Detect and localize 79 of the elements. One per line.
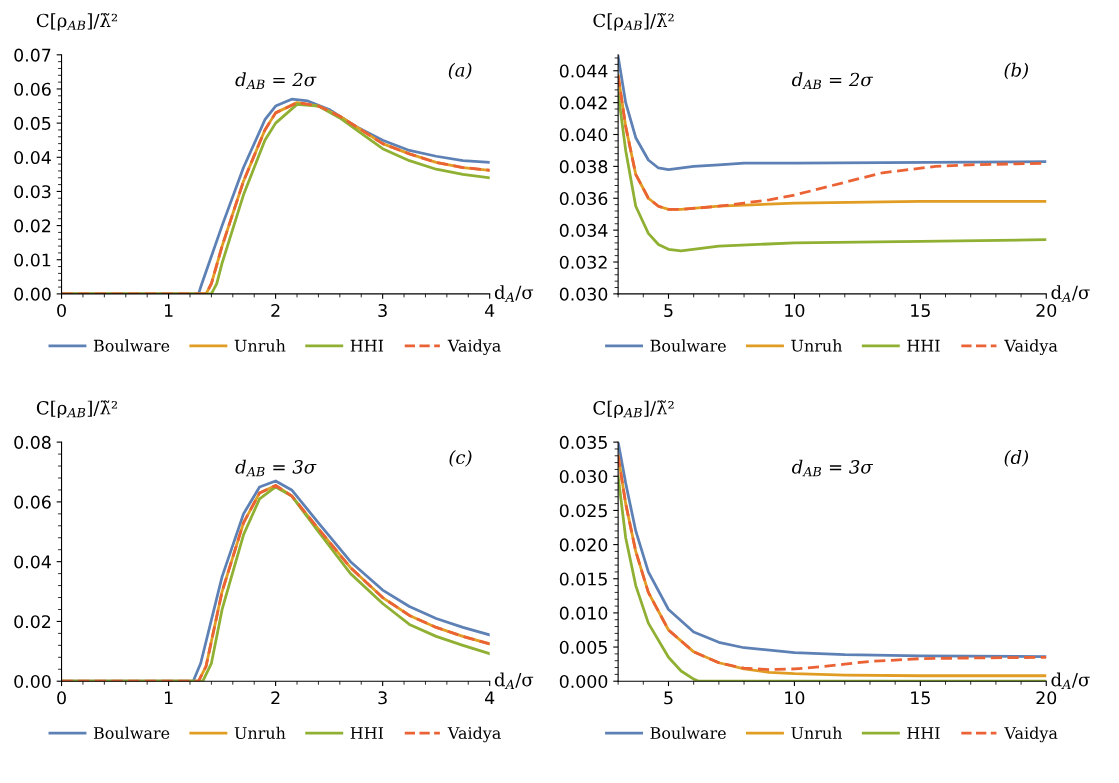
y-tick-label: 0.000 (559, 674, 608, 689)
y-tick-label: 0.025 (559, 504, 607, 518)
x-tick-label: 0 (57, 691, 66, 705)
y-tick-label: 0.038 (559, 160, 608, 174)
y-tick-label: 0.005 (559, 640, 607, 654)
legend-label: Unruh (791, 726, 843, 740)
x-tick-label: 5 (664, 691, 673, 705)
y-tick-label: 0.034 (559, 223, 608, 237)
legend-label: HHI (907, 339, 940, 352)
legend-label: Vaidya (447, 339, 501, 356)
legend-label: Boulware (93, 339, 170, 352)
y-tick-label: 0.036 (559, 191, 608, 206)
x-tick-label: 10 (785, 691, 805, 705)
x-tick-label: 10 (785, 303, 805, 318)
y-tick-label: 0.06 (14, 495, 51, 509)
legend-label: Boulware (650, 726, 726, 740)
y-axis-title: C[ρ$_{AB}$]/λ̃² (36, 13, 118, 31)
y-tick-label: 0.030 (559, 469, 608, 484)
x-tick-label: 0 (57, 303, 66, 318)
x-tick-label: 4 (485, 691, 495, 705)
x-axis-title: d$_{A}$/σ (494, 285, 534, 302)
y-tick-label: 0.040 (559, 128, 608, 142)
annotation: (b) (1004, 62, 1028, 80)
y-tick-label: 0.01 (14, 253, 51, 267)
y-tick-label: 0.030 (559, 287, 608, 301)
y-tick-label: 0.02 (14, 615, 51, 629)
x-tick-label: 15 (911, 304, 930, 318)
legend-label: Vaidya (1004, 339, 1058, 356)
x-axis-title: d$_{A}$/σ (1051, 285, 1090, 302)
y-tick-label: 0.042 (559, 96, 607, 110)
legend-label: HHI (350, 727, 384, 739)
legend-label: Vaidya (447, 726, 501, 743)
legend-label: Boulware (93, 726, 170, 740)
x-tick-label: 5 (664, 304, 673, 318)
legend-label: Unruh (234, 726, 286, 740)
x-tick-label: 15 (911, 691, 930, 705)
y-axis-title: C[ρ$_{AB}$]/λ̃² (593, 13, 674, 31)
y-tick-label: 0.05 (14, 116, 51, 130)
y-tick-label: 0.010 (559, 606, 608, 620)
y-tick-label: 0.08 (14, 435, 51, 449)
x-tick-label: 20 (1036, 303, 1057, 318)
y-tick-label: 0.06 (14, 82, 51, 96)
y-axis-title: C[ρ$_{AB}$]/λ̃² (36, 400, 118, 419)
y-tick-label: 0.00 (14, 674, 51, 689)
y-axis-title: C[ρ$_{AB}$]/λ̃² (593, 400, 674, 419)
annotation: (c) (449, 450, 472, 467)
y-tick-label: 0.035 (559, 435, 607, 449)
y-tick-label: 0.044 (559, 64, 608, 78)
x-tick-label: 3 (378, 691, 387, 705)
legend-label: Unruh (234, 339, 286, 352)
legend-label: Boulware (650, 339, 726, 352)
annotation: d$_{AB}$ = 2σ (792, 72, 874, 89)
x-axis-title: d$_{A}$/σ (1051, 672, 1090, 689)
annotation: d$_{AB}$ = 2σ (235, 72, 317, 89)
x-tick-label: 2 (271, 691, 280, 705)
y-tick-label: 0.04 (14, 555, 51, 569)
y-tick-label: 0.07 (14, 48, 51, 62)
y-tick-label: 0.03 (14, 185, 51, 199)
legend-label: Unruh (791, 339, 843, 352)
y-tick-label: 0.020 (559, 538, 608, 552)
y-tick-label: 0.015 (559, 572, 607, 586)
x-tick-label: 3 (378, 303, 387, 318)
annotation: d$_{AB}$ = 3σ (792, 459, 874, 477)
annotation: d$_{AB}$ = 3σ (235, 459, 317, 477)
y-tick-label: 0.04 (14, 150, 51, 165)
x-tick-label: 1 (164, 304, 173, 317)
x-tick-label: 2 (271, 303, 280, 317)
legend-label: Vaidya (1004, 726, 1058, 743)
legend-label: HHI (907, 727, 940, 739)
annotation: (d) (1004, 450, 1028, 467)
legend-label: HHI (350, 339, 384, 352)
y-tick-label: 0.032 (559, 255, 607, 269)
annotation: (a) (448, 62, 472, 80)
y-tick-label: 0.02 (14, 219, 51, 233)
x-tick-label: 4 (485, 304, 495, 317)
x-axis-title: d$_{A}$/σ (494, 672, 534, 689)
x-tick-label: 1 (164, 691, 173, 705)
y-tick-label: 0.00 (14, 287, 51, 301)
x-tick-label: 20 (1036, 691, 1057, 705)
